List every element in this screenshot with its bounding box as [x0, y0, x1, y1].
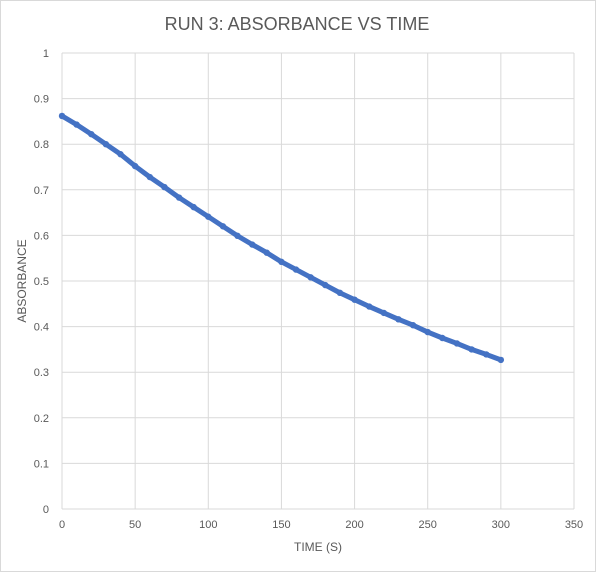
y-tick-label: 0.4	[34, 322, 49, 334]
data-point	[380, 309, 388, 317]
data-point	[439, 334, 446, 342]
y-tick-label: 0.7	[34, 185, 49, 197]
data-point	[278, 258, 285, 266]
x-tick-label: 300	[492, 519, 510, 531]
data-point	[73, 121, 80, 128]
data-point	[219, 223, 227, 230]
data-point	[205, 213, 212, 220]
y-tick-label: 1	[43, 48, 49, 60]
y-tick-label: 0.2	[34, 413, 49, 425]
x-axis-title: TIME (S)	[294, 540, 342, 554]
y-tick-label: 0.6	[34, 230, 49, 242]
y-tick-label: 0.8	[34, 139, 49, 151]
data-point	[248, 241, 256, 248]
data-point	[497, 356, 505, 364]
data-point	[409, 322, 417, 329]
data-point	[453, 340, 461, 347]
data-point	[102, 141, 110, 148]
data-point	[322, 281, 329, 289]
y-tick-label: 0.5	[34, 276, 49, 288]
data-point	[307, 274, 314, 281]
data-point	[146, 173, 153, 181]
x-tick-labels: 0 50 100 150 200 250 300 350	[59, 519, 583, 531]
data-point	[58, 112, 66, 120]
data-point	[117, 151, 124, 158]
y-tick-label: 0.3	[34, 367, 49, 379]
y-tick-label: 0.9	[34, 94, 49, 106]
y-tick-labels: 0 0.1 0.2 0.3 0.4 0.5 0.6 0.7 0.8 0.9 1	[34, 48, 49, 516]
data-point	[468, 346, 475, 353]
x-tick-label: 250	[419, 519, 437, 531]
chart-title: RUN 3: ABSORBANCE VS TIME	[165, 14, 430, 34]
data-point	[131, 162, 139, 170]
data-point	[190, 203, 197, 211]
x-tick-label: 150	[272, 519, 290, 531]
data-point	[424, 328, 431, 336]
data-point	[395, 316, 402, 323]
data-point	[175, 194, 183, 201]
y-tick-label: 0	[43, 504, 49, 516]
y-tick-label: 0.1	[34, 458, 49, 470]
x-tick-label: 200	[345, 519, 363, 531]
x-tick-label: 100	[199, 519, 217, 531]
data-point	[366, 303, 373, 310]
y-axis-title: ABSORBANCE	[15, 239, 29, 322]
data-point	[88, 130, 95, 138]
data-point	[292, 266, 300, 273]
data-point-layer	[58, 112, 505, 364]
x-tick-label: 50	[129, 519, 141, 531]
x-tick-label: 0	[59, 519, 65, 531]
x-tick-label: 350	[565, 519, 583, 531]
data-point	[161, 183, 168, 191]
data-point	[263, 249, 270, 256]
data-point	[483, 351, 490, 358]
data-point	[234, 232, 241, 240]
data-point	[336, 289, 344, 297]
data-point	[351, 296, 358, 303]
